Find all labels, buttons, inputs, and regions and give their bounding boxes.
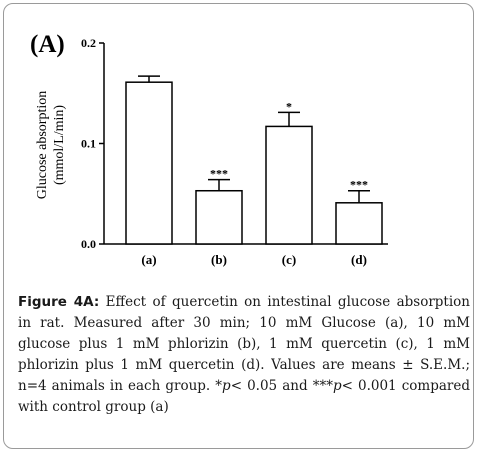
bar-chart: (A) Glucose absorption (mmol/L/min) 0.00…	[30, 31, 388, 267]
bar	[335, 202, 383, 245]
y-axis-label-line1: Glucose absorption	[35, 91, 50, 199]
y-axis-title: Glucose absorption (mmol/L/min)	[35, 91, 67, 199]
caption-sig1-mark: *p	[215, 378, 231, 394]
x-tick-label: (b)	[211, 252, 227, 267]
y-tick-label: 0.0	[81, 237, 96, 251]
significance-mark: *	[286, 99, 292, 113]
caption-sig2-mark: ***p	[312, 378, 342, 394]
bar	[195, 189, 243, 245]
caption-sig1-text: < 0.05 and	[230, 378, 313, 394]
caption-lead: Figure 4A:	[18, 294, 100, 310]
bar	[265, 125, 313, 245]
x-tick-label: (d)	[351, 252, 367, 267]
caption-sig2-text: < 0.001 compared with control group (a)	[18, 378, 470, 415]
figure-caption: Figure 4A: Effect of quercetin on intest…	[18, 292, 470, 418]
bar	[125, 81, 173, 245]
significance-mark: ***	[210, 167, 228, 181]
plot-area: 0.0 0.1 0.2 (a) *** (b) * (c) *** (d)	[81, 36, 388, 267]
caption-body: Effect of quercetin on intestinal glucos…	[18, 294, 470, 394]
y-tick-label: 0.2	[81, 36, 96, 50]
x-tick-label: (c)	[282, 252, 296, 267]
y-tick-label: 0.1	[81, 137, 96, 151]
panel-label: (A)	[30, 31, 65, 58]
significance-mark: ***	[350, 178, 368, 192]
y-axis-label-line2: (mmol/L/min)	[52, 105, 67, 185]
x-tick-label: (a)	[141, 252, 156, 267]
